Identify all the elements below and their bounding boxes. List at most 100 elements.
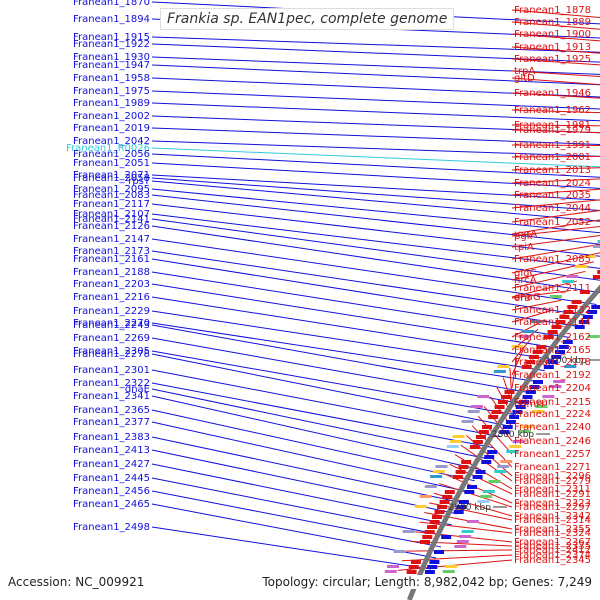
forward-gene-mark [427,565,438,569]
forward-gene-mark [562,340,573,344]
reverse-gene-mark [555,320,566,324]
callout-line [151,436,464,504]
gene-label: Franean1_1975 [73,86,150,97]
gene-label: Franean1_2324 [514,528,591,539]
callout-line [511,92,600,99]
callout-line [151,174,600,201]
reverse-gene-mark [532,350,543,354]
forward-gene-mark [515,405,526,409]
callout-line [511,109,600,114]
forward-gene-mark [574,325,585,329]
callout-line [511,261,595,281]
forward-gene-mark [558,345,569,349]
gene-label: Franean1_2445 [73,473,150,484]
forward-strand-track [418,295,600,589]
reverse-gene-mark [579,290,590,294]
reverse-gene-mark [488,415,499,419]
feature-mark [482,490,495,493]
reverse-gene-mark [437,505,447,509]
feature-mark [549,295,562,298]
callout-line [151,490,442,548]
rna-feature-track [380,240,600,583]
callout-line [151,153,600,178]
callout-line [151,296,553,361]
callout-line [511,188,600,196]
gene-label: Franean1_2173 [73,246,150,257]
reverse-gene-mark [525,360,536,364]
gene-label: Franean1_2323 [514,498,591,509]
gene-label: Franean1_1894 [73,14,150,25]
gene-label: trpA [514,66,535,77]
gene-label: Franean1_2056 [73,149,150,160]
feature-mark [414,505,427,508]
callout-line [151,337,522,405]
feature-mark [430,475,443,478]
feature-mark [461,530,474,533]
reverse-gene-mark [420,540,430,544]
callout-line [511,338,532,363]
gene-label: Franean1_R0026 [66,143,150,154]
gene-label: hemH [514,399,544,410]
gene-label: Franean1_2132 [514,305,591,316]
reverse-gene-mark [424,530,435,534]
gene-label: Franean1_2147 [73,234,150,245]
tick-label: 2700 kbp [544,356,587,366]
callout-line [151,477,447,537]
callout-line [151,162,600,189]
gene-label: tpiA [514,242,534,253]
feature-mark [470,405,483,408]
gene-label: Franean1_2095 [73,184,150,195]
gene-label: gltD [514,73,535,84]
gene-label: dnaG [514,292,541,303]
gene-label: Franean1_2216 [73,292,150,303]
callout-line [151,250,588,317]
feature-mark [461,420,474,423]
forward-gene-mark [509,415,520,419]
feature-mark [592,245,600,248]
callout-line [511,129,600,134]
callout-line [151,322,537,383]
gene-label: Franean1_2071 [73,170,150,181]
reverse-gene-mark [547,330,558,334]
gene-label: Franean1_2314 [514,515,591,526]
feature-mark [454,545,467,548]
forward-gene-mark [582,315,593,319]
reverse-gene-mark [422,535,433,539]
gene-label: Franean1_2291 [514,489,591,500]
gene-label: Franean1_2257 [514,449,591,460]
gene-label: Franean1_2044 [514,203,591,214]
gene-label: Franean1_2126 [73,221,150,232]
callout-line [151,421,469,493]
gene-label: Franean1_2297 [514,502,591,513]
callout-line [511,235,600,248]
reverse-gene-mark [482,425,492,429]
gene-label: Franean1_2058 [73,173,150,184]
gene-label: Franean1_2367 [514,537,591,548]
reverse-gene-mark [406,570,417,574]
feature-mark [562,280,575,283]
feature-mark [402,530,415,533]
callout-line [151,310,545,372]
gene-label: Franean1_2456 [73,486,150,497]
gene-label: Franean1_2111 [514,283,591,294]
feature-mark [449,440,462,443]
gene-label: Franean1_2246 [514,436,591,447]
gene-label: Franean1_1900 [514,29,591,40]
feature-mark [467,410,480,413]
gene-label: uvrA [514,229,537,240]
gene-label: Franean1_2117 [73,199,150,210]
reverse-gene-mark [504,390,515,394]
accession-label: Accession: NC_009921 [6,575,147,589]
gene-label: Franean1_2383 [73,432,150,443]
reverse-gene-mark [571,300,582,304]
forward-gene-mark [519,400,530,404]
gene-label: Franean1_2345 [514,555,591,566]
gene-label: Franean1_2024 [514,178,591,189]
gene-label: Franean1_2002 [73,111,150,122]
gene-label: Franean1_2412 [514,545,591,556]
callout-line [511,280,578,298]
callout-line [151,147,600,168]
gene-label: Franean1_2278 [73,349,150,360]
reverse-gene-mark [472,440,483,444]
